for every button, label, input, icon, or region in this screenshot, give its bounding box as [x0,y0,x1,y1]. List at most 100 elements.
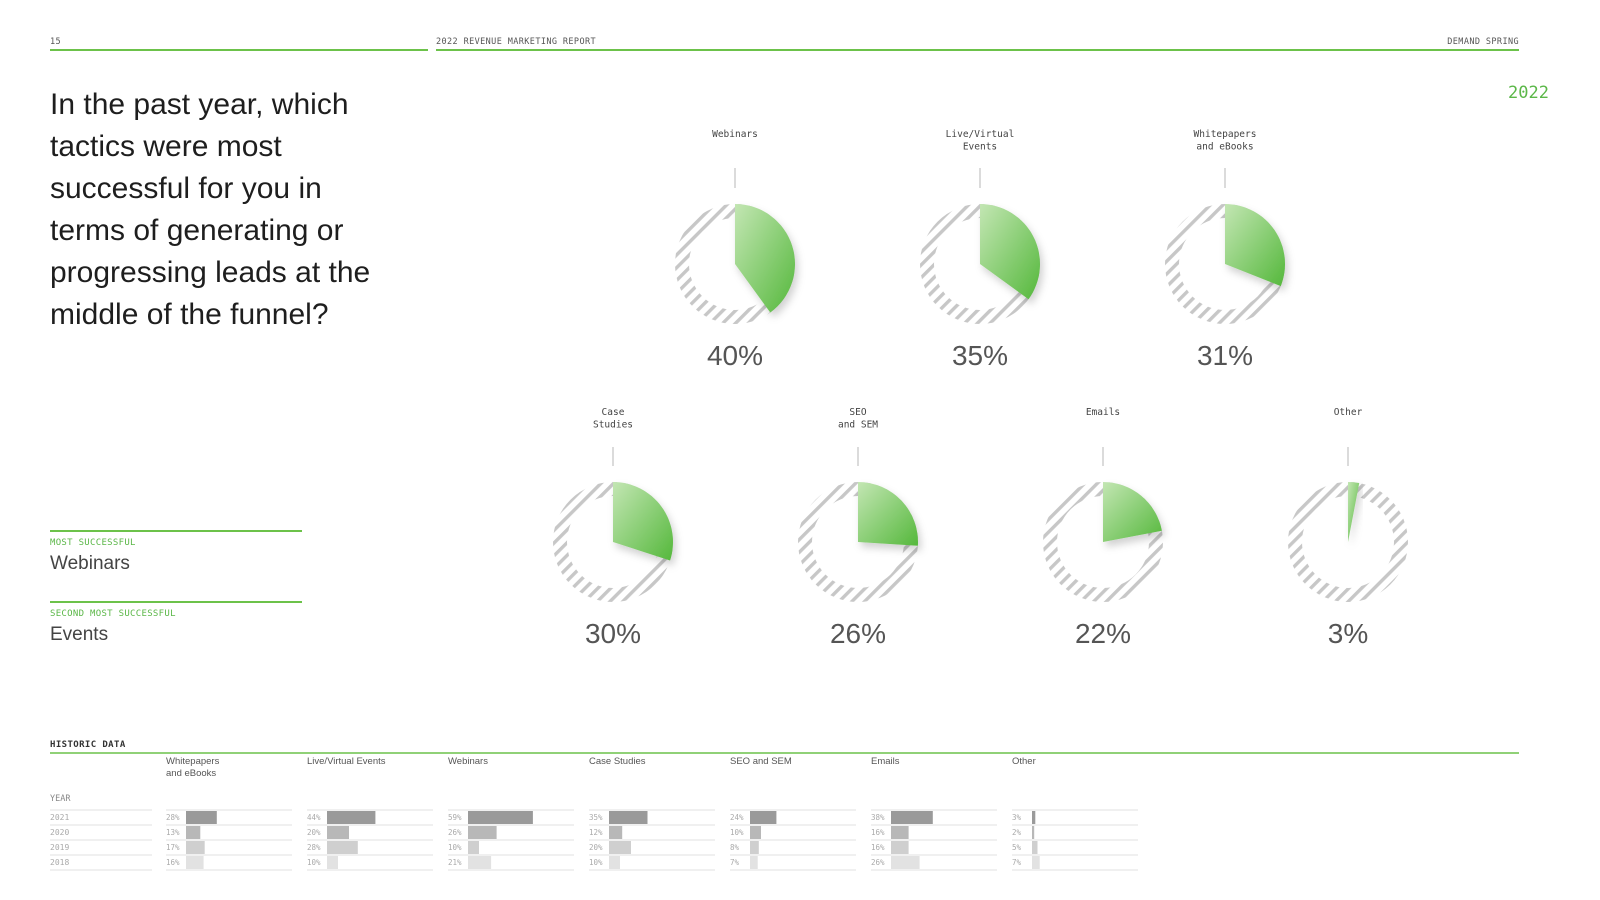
pie-label: Emails [1086,407,1120,418]
historic-group-label: Emails [871,756,900,767]
header-rule-right [436,49,1519,51]
historic-value-label: 3% [1012,813,1022,822]
pie-percent: 30% [585,618,641,649]
historic-bar [891,826,909,839]
pie-slice [980,204,1041,300]
pie-percent: 26% [830,618,886,649]
historic-group-label: Webinars [448,756,488,767]
pie-label: SEO [849,407,866,418]
historic-bar [468,811,533,824]
most-successful-label: MOST SUCCESSFUL [50,538,136,548]
historic-bar [609,826,623,839]
historic-value-label: 16% [871,828,885,837]
historic-bar [750,811,777,824]
pie-chart-5: SEO and SEM 26% [798,407,918,649]
page-number: 15 [50,37,62,47]
pie-label: Studies [593,420,633,431]
pie-percent: 31% [1197,340,1253,371]
year-label-2021: 2021 [50,813,69,822]
historic-bar [186,841,205,854]
historic-bar [327,811,376,824]
historic-bar [1032,826,1035,839]
historic-bar [327,856,338,869]
historic-value-label: 12% [589,828,603,837]
historic-value-label: 13% [166,828,180,837]
historic-bar [327,826,349,839]
historic-value-label: 59% [448,813,462,822]
pie-label: Whitepapers [1194,129,1257,140]
historic-bar [891,856,920,869]
historic-bar [609,811,648,824]
second-successful-value: Events [50,624,109,645]
pie-slice [735,204,796,313]
historic-bar [186,811,217,824]
historic-bar [468,856,492,869]
historic-group-label: Whitepapers [166,756,220,767]
historic-value-label: 5% [1012,843,1022,852]
historic-group-7: Other 3% 2% 5% 7% [1012,756,1138,871]
historic-value-label: 28% [166,813,180,822]
year-label-2019: 2019 [50,843,69,852]
historic-bar [186,826,201,839]
historic-value-label: 44% [307,813,321,822]
historic-bar [186,856,204,869]
historic-value-label: 10% [448,843,462,852]
pie-chart-6: Emails 22% [1043,407,1163,649]
historic-bar [750,841,759,854]
historic-value-label: 10% [589,858,603,867]
historic-value-label: 20% [589,843,603,852]
second-successful-label: SECOND MOST SUCCESSFUL [50,609,176,619]
pie-slice [858,482,918,546]
historic-group-5: SEO and SEM 24% 10% 8% 7% [730,756,856,871]
pie-percent: 35% [952,340,1008,371]
historic-bar [1032,811,1036,824]
pie-chart-4: Case Studies 30% [553,407,673,649]
historic-bar [750,856,758,869]
historic-group-label: Case Studies [589,756,646,767]
pie-slice [1348,482,1360,542]
header-rule-left [50,49,428,51]
historic-value-label: 26% [448,828,462,837]
pie-chart-2: Live/Virtual Events 35% [920,129,1041,371]
historic-group-label: Live/Virtual Events [307,756,386,767]
historic-value-label: 17% [166,843,180,852]
historic-value-label: 26% [871,858,885,867]
year-header: YEAR [50,794,71,804]
historic-group-6: Emails 38% 16% 16% 26% [871,756,997,871]
historic-value-label: 10% [730,828,744,837]
pie-chart-7: Other 3% [1288,407,1408,649]
pie-slice [1103,482,1162,542]
pie-label: and eBooks [1196,142,1253,153]
historic-value-label: 7% [730,858,740,867]
pie-label: Case [602,407,625,418]
historic-bar [891,841,909,854]
most-successful-value: Webinars [50,553,130,574]
historic-value-label: 16% [871,843,885,852]
pie-label: Events [963,142,997,153]
historic-group-label: SEO and SEM [730,756,792,767]
pie-chart-3: Whitepapers and eBooks 31% [1165,129,1286,371]
callout-rule-most [50,530,302,532]
historic-bar [750,826,761,839]
year-label-2020: 2020 [50,828,69,837]
historic-bar [468,826,497,839]
historic-bar [609,856,620,869]
historic-value-label: 21% [448,858,462,867]
pie-label: Live/Virtual [946,129,1015,140]
report-title: 2022 REVENUE MARKETING REPORT [436,37,597,47]
historic-value-label: 35% [589,813,603,822]
historic-value-label: 38% [871,813,885,822]
page-title: In the past year, which tactics were mos… [50,88,371,331]
pie-label: and SEM [838,420,878,431]
historic-value-label: 10% [307,858,321,867]
pie-label: Other [1334,407,1363,418]
pie-percent: 40% [707,340,763,371]
historic-value-label: 28% [307,843,321,852]
historic-bar [1032,841,1038,854]
pie-label: Webinars [712,129,758,140]
brand-name: DEMAND SPRING [1447,37,1519,47]
pie-chart-1: Webinars 40% [675,129,796,371]
historic-group-3: Webinars 59% 26% 10% 21% [448,756,574,871]
